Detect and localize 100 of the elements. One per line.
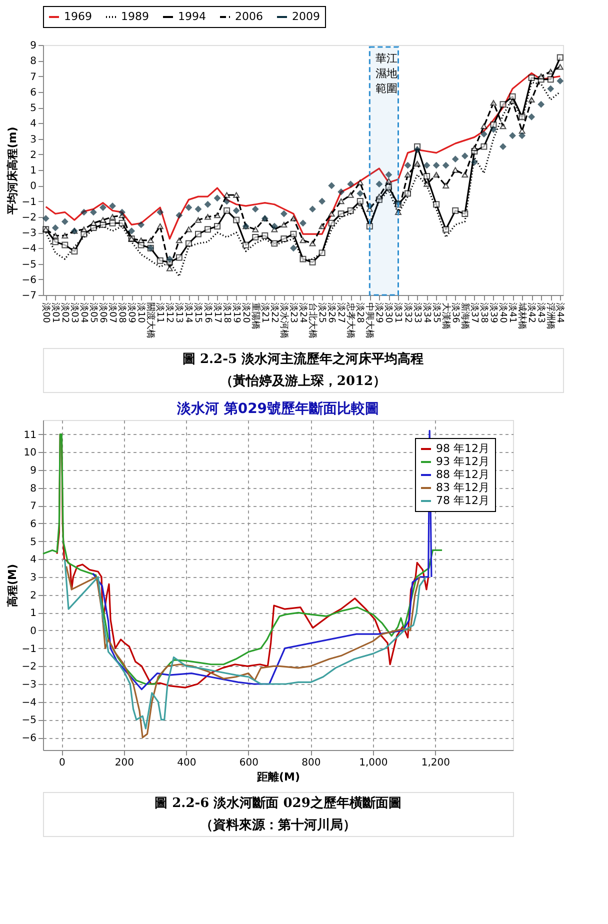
x-tick-label: 淡00 [40,302,52,324]
y-tick-label: 0 [30,626,36,637]
x-tick-label: 1,000 [359,758,388,768]
x-tick-label: 淡30 [383,302,394,324]
x-tick-label: 淡36 [450,302,461,324]
x-tick-label: 淡15 [192,302,204,323]
x-tick-label: 淡22 [268,302,280,323]
x-tick-label: 淡13 [174,302,185,323]
x-tick-label: 淡17 [212,302,223,323]
band-label: 華江濕地範圍 [376,52,398,95]
x-tick-label: 淡40 [498,302,508,324]
x-tick-label: 淡43 [536,302,547,323]
x-tick-label: 大漢橋 [440,302,452,330]
x-tick-label: 淡01 [50,302,61,323]
x-tick-label: 淡42 [526,302,538,323]
y-tick-label: 6 [30,87,36,98]
x-tick-label: 新海橋 [459,302,470,330]
x-tick-label: 淡37 [468,302,480,323]
y-tick-label: 3 [30,572,36,584]
x-tick-label: 淡02 [59,302,70,323]
legend-label: 83 年12月 [436,481,490,494]
x-tick-label: 淡04 [78,302,90,324]
y-tick-label: −3 [22,228,36,239]
x-tick-label: 城林橋 [516,302,528,330]
y-tick-label: 8 [30,56,36,68]
y-tick-label: 0 [30,181,36,192]
x-tick-label: 淡34 [421,302,432,324]
y-tick-label: 5 [30,536,36,548]
y-tick-label: −5 [22,259,36,270]
y-tick-label: 1 [30,608,36,620]
x-tick-label: 淡16 [202,302,214,324]
caption: 圖 2.2-5 淡水河主流歷年之河床平均高程 [182,351,424,367]
x-tick-label: 淡06 [98,302,108,324]
x-tick-label: 淡21 [259,302,270,323]
x-tick-label: 淡23 [288,302,299,323]
x-tick-label: 淡07 [107,302,118,323]
y-tick-label: −1 [22,196,36,208]
y-tick-label: −2 [22,212,36,224]
x-tick-label: 400 [177,758,196,768]
y-tick-label: −4 [22,697,36,708]
x-tick-label: 淡32 [402,302,414,323]
x-tick-label: 淡33 [412,302,423,323]
x-tick-label: 淡25 [316,302,328,323]
legend-label: 93 年12月 [436,455,490,468]
y-tick-label: −6 [22,733,36,744]
x-tick-label: 忠孝大橋 [345,302,356,338]
x-tick-label: 800 [302,758,321,768]
y-tick-label: 10 [24,448,36,459]
y-tick-label: 3 [30,134,36,146]
x-tick-label: 淡35 [430,302,442,323]
x-tick-label: 關渡大橋 [145,302,156,338]
x-tick-label: 淡26 [326,302,338,324]
y-tick-label: 2 [30,590,36,602]
legend-label: 2009 [292,10,320,23]
x-tick-label: 淡44 [554,302,566,324]
legend-label: 98 年12月 [436,442,490,455]
legend-label: 1969 [64,10,92,23]
x-tick-label: 淡09 [126,302,138,324]
y-tick-label: −5 [22,715,36,726]
y-tick-label: −4 [22,244,36,255]
x-tick-label: 淡24 [298,302,308,324]
x-tick-label: 淡08 [116,302,128,324]
y-tick-label: 4 [30,118,36,130]
legend-label: 2006 [235,10,263,23]
legend-label: 78 年12月 [436,494,490,507]
x-tick-label: 重陽橋 [250,302,261,330]
y-tick-label: 5 [30,103,36,114]
x-tick-label: 淡03 [68,302,80,323]
x-tick-label: 浮洲橋 [545,302,556,330]
x-tick-label: 淡20 [240,302,252,324]
x-tick-label: 淡39 [488,302,499,324]
y-tick-label: 4 [30,554,36,566]
y-tick-label: −2 [22,662,36,673]
y-axis-title: 高程(M) [6,564,19,608]
y-tick-label: −7 [22,290,36,302]
x-tick-label: 淡38 [478,302,490,324]
x-tick-label: 600 [239,758,258,768]
y-tick-label: 6 [30,518,36,530]
y-tick-label: 1 [30,166,36,176]
caption: 圖 2.2-6 淡水河斷面 029之歷年橫斷面圖 [154,795,402,811]
x-tick-label: 淡11 [154,302,166,323]
legend-label: 1989 [121,10,149,23]
y-tick-label: −1 [22,644,36,655]
x-tick-label: 淡05 [88,302,99,323]
y-axis-title: 平均河床高程(m) [6,126,19,216]
text: （資料來源：第十河川局） [200,818,356,833]
legend-label: 88 年12月 [436,468,490,481]
x-tick-label: 淡14 [183,302,194,324]
x-tick-label: 台北大橋 [307,302,318,338]
x-tick-label: 淡12 [164,302,176,323]
x-tick-label: 淡19 [230,302,242,324]
x-tick-label: 淡28 [354,302,366,324]
x-tick-label: 0 [58,758,66,768]
x-tick-label: 淡水河橋 [278,302,290,338]
x-tick-label: 淡41 [507,302,518,323]
y-tick-label: 7 [30,72,36,83]
y-tick-label: 8 [30,483,36,494]
x-tick-label: 淡29 [374,302,385,324]
x-tick-label: 淡27 [336,302,347,323]
x-tick-label: 淡18 [221,302,232,324]
